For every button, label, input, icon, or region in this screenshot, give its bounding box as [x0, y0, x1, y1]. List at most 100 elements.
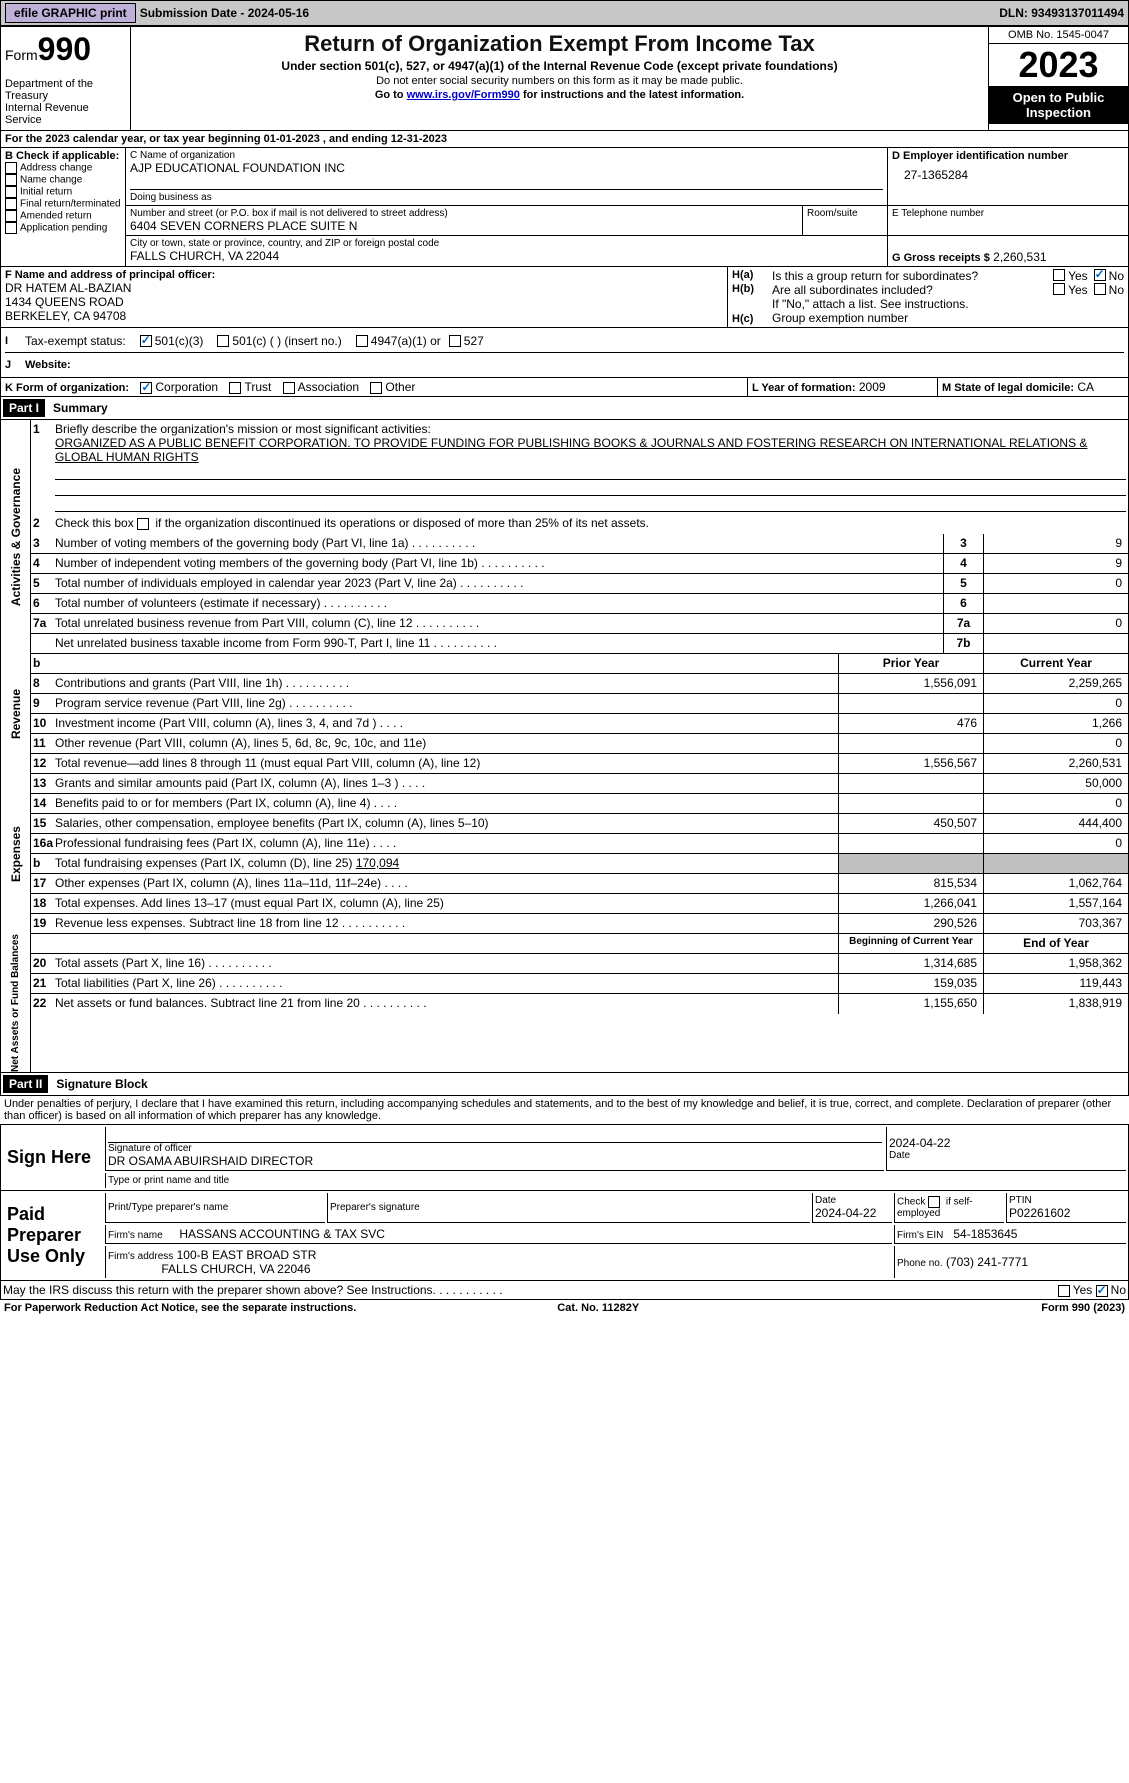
chk-final[interactable] [5, 198, 17, 210]
chk-amended[interactable] [5, 210, 17, 222]
mission-text: ORGANIZED AS A PUBLIC BENEFIT CORPORATIO… [55, 436, 1087, 464]
p13 [838, 774, 983, 793]
chk-assoc[interactable] [283, 382, 295, 394]
firm-phone: (703) 241-7771 [946, 1255, 1028, 1269]
c13: 50,000 [983, 774, 1128, 793]
val-5: 0 [983, 574, 1128, 593]
val-7b [983, 634, 1128, 653]
chk-trust[interactable] [229, 382, 241, 394]
ha-no[interactable] [1094, 269, 1106, 281]
city-label: City or town, state or province, country… [130, 238, 883, 249]
firm-name: HASSANS ACCOUNTING & TAX SVC [179, 1227, 385, 1241]
chk-discontinued[interactable] [137, 518, 149, 530]
c8: 2,259,265 [983, 674, 1128, 693]
sidebar-activities: Activities & Governance [9, 468, 23, 606]
form-sub3: Go to www.irs.gov/Form990 for instructio… [135, 89, 984, 101]
room-label: Room/suite [803, 206, 888, 235]
c21: 119,443 [983, 974, 1128, 993]
section-e-label: E Telephone number [892, 208, 1124, 219]
p16a [838, 834, 983, 853]
sign-here-block: Sign Here Signature of officer DR OSAMA … [0, 1124, 1129, 1191]
chk-4947[interactable] [356, 335, 368, 347]
form-header: Form990 Department of the Treasury Inter… [0, 26, 1129, 131]
officer-name: DR HATEM AL-BAZIAN [5, 281, 723, 295]
gross-receipts: 2,260,531 [993, 250, 1046, 264]
year-formation: 2009 [859, 380, 886, 394]
discuss-yes[interactable] [1058, 1285, 1070, 1297]
paid-preparer-block: Paid Preparer Use Only Print/Type prepar… [0, 1191, 1129, 1281]
p15: 450,507 [838, 814, 983, 833]
chk-pending[interactable] [5, 222, 17, 234]
subdate-label: Submission Date - 2024-05-16 [140, 6, 309, 20]
chk-selfemp[interactable] [928, 1196, 940, 1208]
section-d-label: D Employer identification number [892, 150, 1124, 162]
part2-header: Part IISignature Block [0, 1073, 1129, 1096]
c10: 1,266 [983, 714, 1128, 733]
hb-no[interactable] [1094, 283, 1106, 295]
chk-other[interactable] [370, 382, 382, 394]
val-6 [983, 594, 1128, 613]
chk-501c3[interactable] [140, 335, 152, 347]
val-3: 9 [983, 534, 1128, 553]
p8: 1,556,091 [838, 674, 983, 693]
line-a: For the 2023 calendar year, or tax year … [0, 131, 1129, 148]
officer-addr1: 1434 QUEENS ROAD [5, 295, 723, 309]
officer-addr2: BERKELEY, CA 94708 [5, 309, 723, 323]
p9 [838, 694, 983, 713]
val-4: 9 [983, 554, 1128, 573]
c16a: 0 [983, 834, 1128, 853]
p19: 290,526 [838, 914, 983, 933]
section-c-label: C Name of organization [130, 150, 883, 161]
efile-button[interactable]: efile GRAPHIC print [5, 3, 136, 23]
c15: 444,400 [983, 814, 1128, 833]
section-klm: K Form of organization: Corporation Trus… [0, 378, 1129, 397]
c9: 0 [983, 694, 1128, 713]
c19: 703,367 [983, 914, 1128, 933]
chk-address[interactable] [5, 162, 17, 174]
chk-527[interactable] [449, 335, 461, 347]
p10: 476 [838, 714, 983, 733]
c12: 2,260,531 [983, 754, 1128, 773]
form-subtitle: Under section 501(c), 527, or 4947(a)(1)… [135, 59, 984, 73]
discuss-no[interactable] [1096, 1285, 1108, 1297]
form-word: Form [5, 47, 38, 63]
org-name: AJP EDUCATIONAL FOUNDATION INC [130, 161, 883, 175]
irs-link[interactable]: www.irs.gov/Form990 [407, 89, 520, 101]
sidebar-revenue: Revenue [9, 689, 23, 739]
chk-501c[interactable] [217, 335, 229, 347]
c11: 0 [983, 734, 1128, 753]
section-bcdeg: B Check if applicable: Address change Na… [0, 148, 1129, 267]
val-7a: 0 [983, 614, 1128, 633]
sig-date: 2024-04-22 [889, 1136, 1124, 1150]
p20: 1,314,685 [838, 954, 983, 973]
tax-year: 2023 [989, 44, 1128, 86]
ein: 27-1365284 [892, 168, 1124, 182]
chk-corp[interactable] [140, 382, 152, 394]
p12: 1,556,567 [838, 754, 983, 773]
section-b-label: B Check if applicable: [5, 150, 121, 162]
ptin: P02261602 [1009, 1206, 1124, 1220]
dept-treasury: Department of the Treasury Internal Reve… [5, 78, 126, 126]
c22: 1,838,919 [983, 994, 1128, 1014]
omb-number: OMB No. 1545-0047 [989, 27, 1128, 44]
firm-addr1: 100-B EAST BROAD STR [177, 1248, 317, 1262]
section-fh: F Name and address of principal officer:… [0, 267, 1129, 328]
declaration: Under penalties of perjury, I declare th… [0, 1096, 1129, 1124]
p14 [838, 794, 983, 813]
dln: DLN: 93493137011494 [999, 6, 1124, 20]
p11 [838, 734, 983, 753]
chk-initial[interactable] [5, 186, 17, 198]
section-ij: I Tax-exempt status: 501(c)(3) 501(c) ( … [0, 328, 1129, 378]
chk-name[interactable] [5, 174, 17, 186]
section-f-label: F Name and address of principal officer: [5, 269, 723, 281]
hb-yes[interactable] [1053, 283, 1065, 295]
topbar: efile GRAPHIC print Submission Date - 20… [0, 0, 1129, 26]
open-public: Open to Public Inspection [989, 86, 1128, 124]
form-title: Return of Organization Exempt From Incom… [135, 31, 984, 57]
p17: 815,534 [838, 874, 983, 893]
ha-yes[interactable] [1053, 269, 1065, 281]
page-footer: For Paperwork Reduction Act Notice, see … [0, 1300, 1129, 1316]
p18: 1,266,041 [838, 894, 983, 913]
form-number: 990 [38, 31, 91, 67]
part1-header: Part ISummary [0, 397, 1129, 420]
